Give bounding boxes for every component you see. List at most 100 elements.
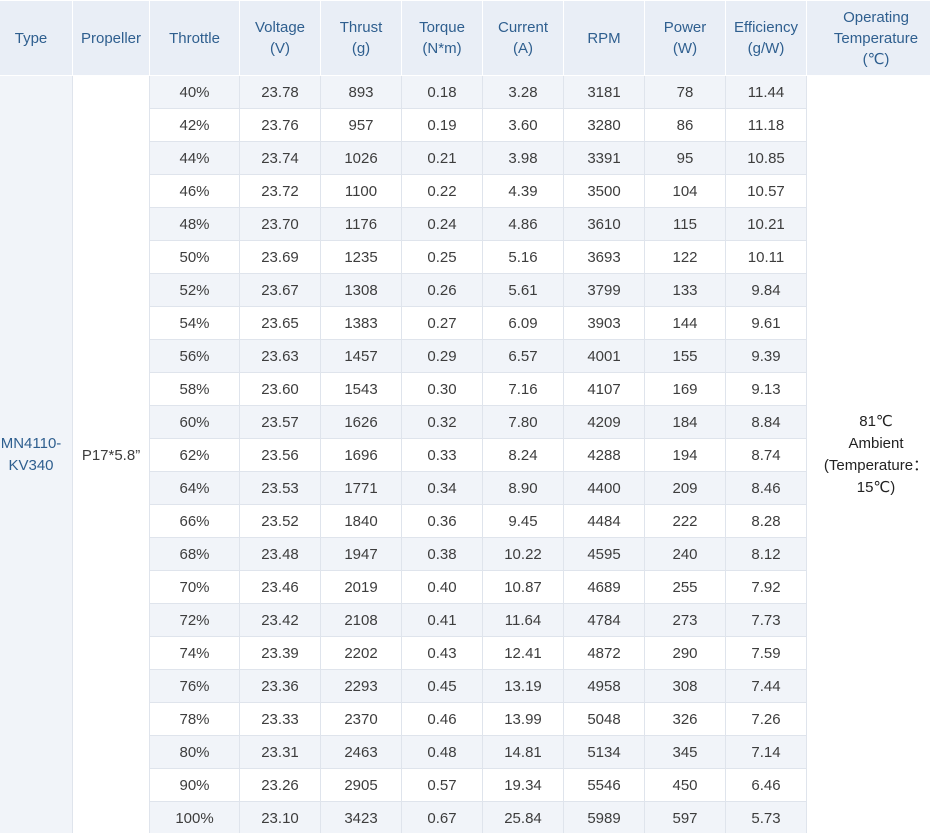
table-row: 76% 23.36 2293 0.45 13.19 4958 308 7.44: [0, 669, 930, 703]
current-cell: 19.34: [482, 768, 564, 802]
torque-cell: 0.48: [401, 735, 483, 769]
power-cell: 144: [644, 306, 726, 340]
power-cell: 290: [644, 636, 726, 670]
power-cell: 104: [644, 174, 726, 208]
column-header-torque-line: Torque: [419, 19, 465, 36]
column-header-thrust-line: (g): [351, 40, 371, 57]
throttle-cell: 62%: [149, 438, 240, 472]
torque-cell: 0.40: [401, 570, 483, 604]
thrust-cell: 1383: [320, 306, 402, 340]
torque-cell: 0.67: [401, 801, 483, 833]
throttle-cell: 70%: [149, 570, 240, 604]
thrust-cell: 1626: [320, 405, 402, 439]
efficiency-cell: 10.85: [725, 141, 807, 175]
power-cell: 194: [644, 438, 726, 472]
efficiency-cell: 7.59: [725, 636, 807, 670]
torque-cell: 0.18: [401, 75, 483, 109]
throttle-cell: 72%: [149, 603, 240, 637]
table-row: 68% 23.48 1947 0.38 10.22 4595 240 8.12: [0, 537, 930, 571]
throttle-cell: 64%: [149, 471, 240, 505]
column-header-power-line: Power: [663, 19, 707, 36]
current-cell: 7.16: [482, 372, 564, 406]
power-cell: 308: [644, 669, 726, 703]
rpm-cell: 5134: [563, 735, 645, 769]
thrust-cell: 1176: [320, 207, 402, 241]
throttle-cell: 46%: [149, 174, 240, 208]
efficiency-cell: 8.28: [725, 504, 807, 538]
voltage-cell: 23.65: [239, 306, 321, 340]
voltage-cell: 23.46: [239, 570, 321, 604]
rpm-cell: 4107: [563, 372, 645, 406]
torque-cell: 0.36: [401, 504, 483, 538]
efficiency-cell: 7.26: [725, 702, 807, 736]
throttle-cell: 80%: [149, 735, 240, 769]
efficiency-cell: 10.11: [725, 240, 807, 274]
throttle-cell: 100%: [149, 801, 240, 833]
rpm-cell: 4001: [563, 339, 645, 373]
column-header-temperature: Operating Temperature (℃): [806, 0, 930, 76]
current-cell: 6.09: [482, 306, 564, 340]
efficiency-cell: 10.21: [725, 207, 807, 241]
voltage-cell: 23.72: [239, 174, 321, 208]
table-row: 50% 23.69 1235 0.25 5.16 3693 122 10.11: [0, 240, 930, 274]
efficiency-cell: 7.14: [725, 735, 807, 769]
rpm-cell: 5546: [563, 768, 645, 802]
voltage-cell: 23.76: [239, 108, 321, 142]
current-cell: 10.22: [482, 537, 564, 571]
voltage-cell: 23.48: [239, 537, 321, 571]
current-cell: 4.39: [482, 174, 564, 208]
table-row: 56% 23.63 1457 0.29 6.57 4001 155 9.39: [0, 339, 930, 373]
table-row: 42% 23.76 957 0.19 3.60 3280 86 11.18: [0, 108, 930, 142]
rpm-cell: 3799: [563, 273, 645, 307]
voltage-cell: 23.74: [239, 141, 321, 175]
voltage-cell: 23.78: [239, 75, 321, 109]
rpm-cell: 4958: [563, 669, 645, 703]
torque-cell: 0.57: [401, 768, 483, 802]
column-header-voltage-line: (V): [270, 40, 290, 57]
torque-cell: 0.34: [401, 471, 483, 505]
thrust-cell: 2463: [320, 735, 402, 769]
voltage-cell: 23.63: [239, 339, 321, 373]
rpm-cell: 5048: [563, 702, 645, 736]
motor-type-line: MN4110-: [0, 435, 62, 452]
column-header-propeller: Propeller: [72, 0, 150, 76]
torque-cell: 0.29: [401, 339, 483, 373]
efficiency-cell: 9.84: [725, 273, 807, 307]
column-header-temperature-line: (℃): [862, 50, 890, 68]
table-header: Type Propeller Throttle Voltage (V) Thrust (g)…: [0, 0, 930, 76]
throttle-cell: 42%: [149, 108, 240, 142]
throttle-cell: 74%: [149, 636, 240, 670]
column-header-power: Power (W): [644, 0, 726, 76]
rpm-cell: 4209: [563, 405, 645, 439]
column-header-throttle: Throttle: [149, 0, 240, 76]
throttle-cell: 58%: [149, 372, 240, 406]
thrust-cell: 2293: [320, 669, 402, 703]
table-row: 100% 23.10 3423 0.67 25.84 5989 597 5.73: [0, 801, 930, 833]
torque-cell: 0.45: [401, 669, 483, 703]
operating-temperature-line: Ambient: [848, 435, 904, 452]
power-cell: 345: [644, 735, 726, 769]
column-header-temperature-line: Temperature: [833, 29, 919, 47]
voltage-cell: 23.31: [239, 735, 321, 769]
rpm-cell: 4784: [563, 603, 645, 637]
efficiency-cell: 11.44: [725, 75, 807, 109]
column-header-temperature-line: Operating: [843, 8, 909, 26]
current-cell: 5.61: [482, 273, 564, 307]
efficiency-cell: 9.39: [725, 339, 807, 373]
power-cell: 184: [644, 405, 726, 439]
torque-cell: 0.21: [401, 141, 483, 175]
throttle-cell: 44%: [149, 141, 240, 175]
voltage-cell: 23.67: [239, 273, 321, 307]
column-header-efficiency-line: (g/W): [747, 40, 785, 57]
efficiency-cell: 10.57: [725, 174, 807, 208]
rpm-cell: 5989: [563, 801, 645, 833]
column-header-efficiency-line: Efficiency: [734, 19, 798, 36]
power-cell: 240: [644, 537, 726, 571]
voltage-cell: 23.70: [239, 207, 321, 241]
efficiency-cell: 9.13: [725, 372, 807, 406]
voltage-cell: 23.26: [239, 768, 321, 802]
current-cell: 25.84: [482, 801, 564, 833]
rpm-cell: 4595: [563, 537, 645, 571]
column-header-power-line: (W): [672, 40, 698, 57]
